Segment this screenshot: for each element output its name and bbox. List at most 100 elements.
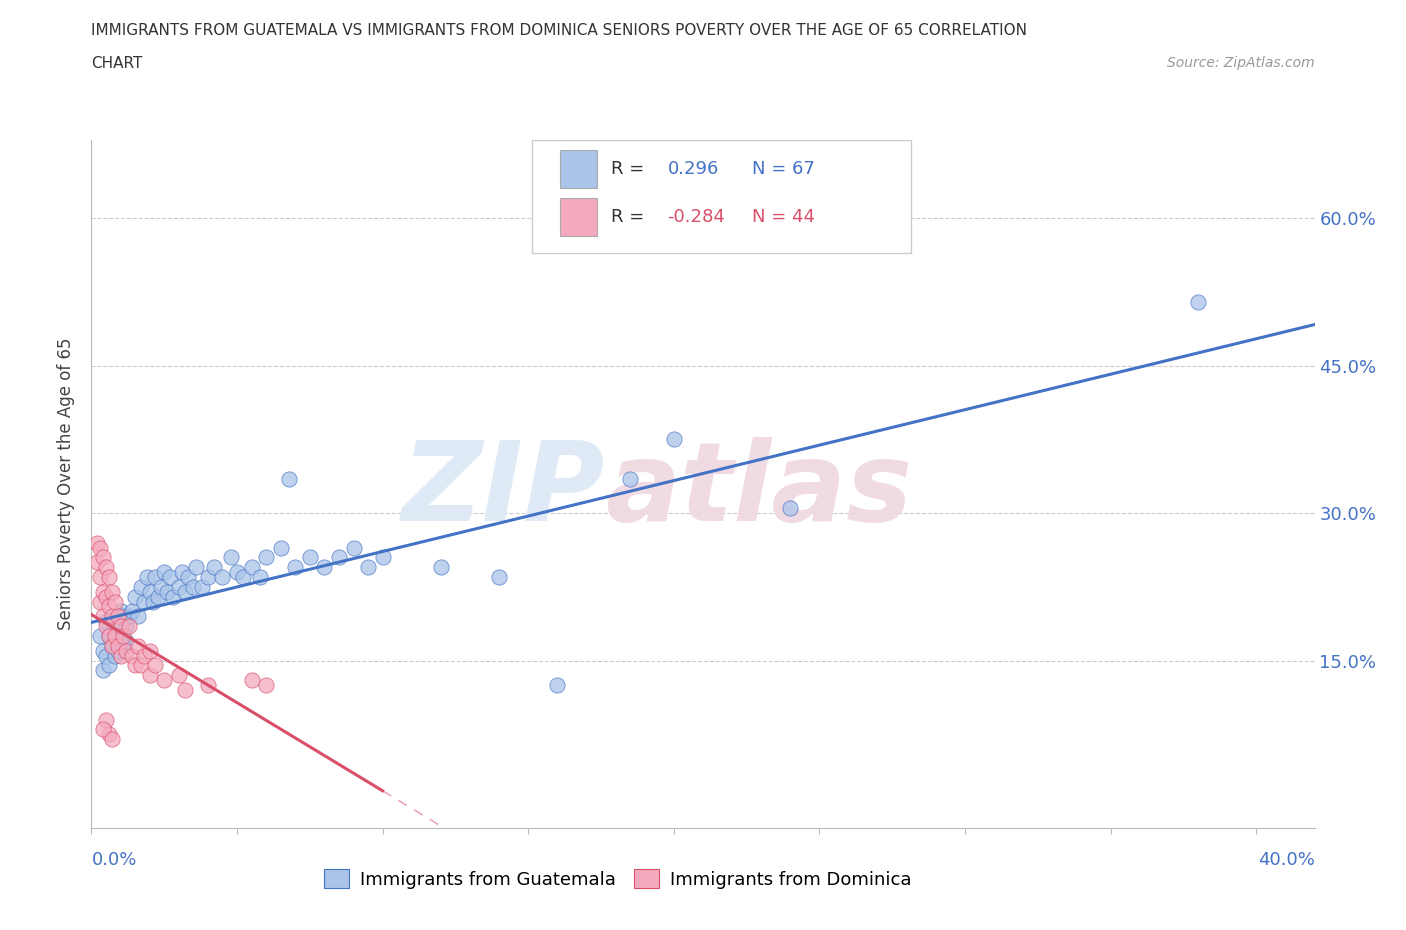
- Point: [107, 644, 129, 658]
- Point: [86, 555, 108, 570]
- Point: [110, 633, 132, 648]
- Point: [107, 609, 129, 624]
- Point: [89, 540, 111, 555]
- Text: 40.0%: 40.0%: [1258, 851, 1315, 869]
- Point: [156, 584, 179, 599]
- Point: [183, 579, 205, 594]
- Point: [202, 560, 225, 575]
- Point: [173, 584, 195, 599]
- Point: [91, 663, 114, 678]
- Point: [357, 560, 380, 575]
- Point: [298, 550, 321, 565]
- Point: [135, 569, 157, 584]
- Point: [779, 500, 801, 515]
- FancyBboxPatch shape: [531, 140, 911, 253]
- Point: [97, 629, 120, 644]
- Text: 0.0%: 0.0%: [91, 851, 136, 869]
- Text: R =: R =: [612, 160, 650, 178]
- Point: [127, 609, 149, 624]
- Point: [197, 678, 219, 693]
- Point: [89, 569, 111, 584]
- Point: [118, 618, 141, 633]
- Point: [226, 565, 249, 579]
- Point: [97, 569, 120, 584]
- Point: [430, 560, 453, 575]
- Point: [148, 590, 170, 604]
- Point: [167, 579, 190, 594]
- Text: CHART: CHART: [91, 56, 143, 71]
- Point: [124, 658, 146, 673]
- Point: [170, 565, 193, 579]
- Point: [197, 569, 219, 584]
- Point: [141, 594, 165, 609]
- Text: 0.296: 0.296: [668, 160, 718, 178]
- Point: [97, 599, 120, 614]
- Point: [254, 678, 277, 693]
- Point: [176, 569, 198, 584]
- Point: [167, 668, 190, 683]
- Text: Source: ZipAtlas.com: Source: ZipAtlas.com: [1167, 56, 1315, 70]
- Point: [662, 432, 685, 446]
- Point: [240, 560, 263, 575]
- Point: [104, 629, 127, 644]
- Point: [278, 472, 301, 486]
- Point: [94, 590, 117, 604]
- Point: [91, 722, 114, 737]
- Point: [546, 678, 568, 693]
- Point: [110, 604, 132, 618]
- Point: [138, 584, 160, 599]
- Text: atlas: atlas: [605, 437, 912, 544]
- Bar: [560, 150, 596, 188]
- Point: [232, 569, 254, 584]
- Point: [129, 658, 152, 673]
- Point: [314, 560, 336, 575]
- Point: [186, 560, 208, 575]
- Point: [97, 727, 120, 742]
- Point: [129, 579, 152, 594]
- Point: [138, 644, 160, 658]
- Point: [101, 638, 124, 653]
- Text: N = 44: N = 44: [752, 208, 815, 226]
- Point: [342, 540, 364, 555]
- Point: [101, 614, 124, 629]
- Point: [270, 540, 292, 555]
- Point: [211, 569, 233, 584]
- Legend: Immigrants from Guatemala, Immigrants from Dominica: Immigrants from Guatemala, Immigrants fr…: [315, 860, 921, 897]
- Point: [107, 618, 129, 633]
- Point: [150, 579, 173, 594]
- Point: [91, 584, 114, 599]
- Point: [115, 633, 138, 648]
- Point: [104, 594, 127, 609]
- Point: [371, 550, 394, 565]
- Point: [1187, 294, 1209, 309]
- Point: [121, 648, 143, 663]
- Point: [110, 618, 132, 633]
- Point: [173, 683, 195, 698]
- Point: [132, 648, 155, 663]
- Text: -0.284: -0.284: [668, 208, 725, 226]
- Text: IMMIGRANTS FROM GUATEMALA VS IMMIGRANTS FROM DOMINICA SENIORS POVERTY OVER THE A: IMMIGRANTS FROM GUATEMALA VS IMMIGRANTS …: [91, 23, 1028, 38]
- Point: [619, 472, 641, 486]
- Text: R =: R =: [612, 208, 650, 226]
- Point: [94, 648, 117, 663]
- Point: [94, 560, 117, 575]
- Point: [91, 644, 114, 658]
- Point: [97, 658, 120, 673]
- Y-axis label: Seniors Poverty Over the Age of 65: Seniors Poverty Over the Age of 65: [58, 338, 76, 630]
- Point: [101, 732, 124, 747]
- Point: [254, 550, 277, 565]
- Point: [97, 629, 120, 644]
- Point: [101, 609, 124, 624]
- Point: [191, 579, 214, 594]
- Point: [124, 590, 146, 604]
- Point: [101, 584, 124, 599]
- Point: [112, 638, 135, 653]
- Text: N = 67: N = 67: [752, 160, 815, 178]
- Point: [107, 638, 129, 653]
- Point: [284, 560, 307, 575]
- Point: [104, 629, 127, 644]
- Point: [153, 565, 176, 579]
- Point: [249, 569, 271, 584]
- Point: [91, 550, 114, 565]
- Point: [162, 590, 184, 604]
